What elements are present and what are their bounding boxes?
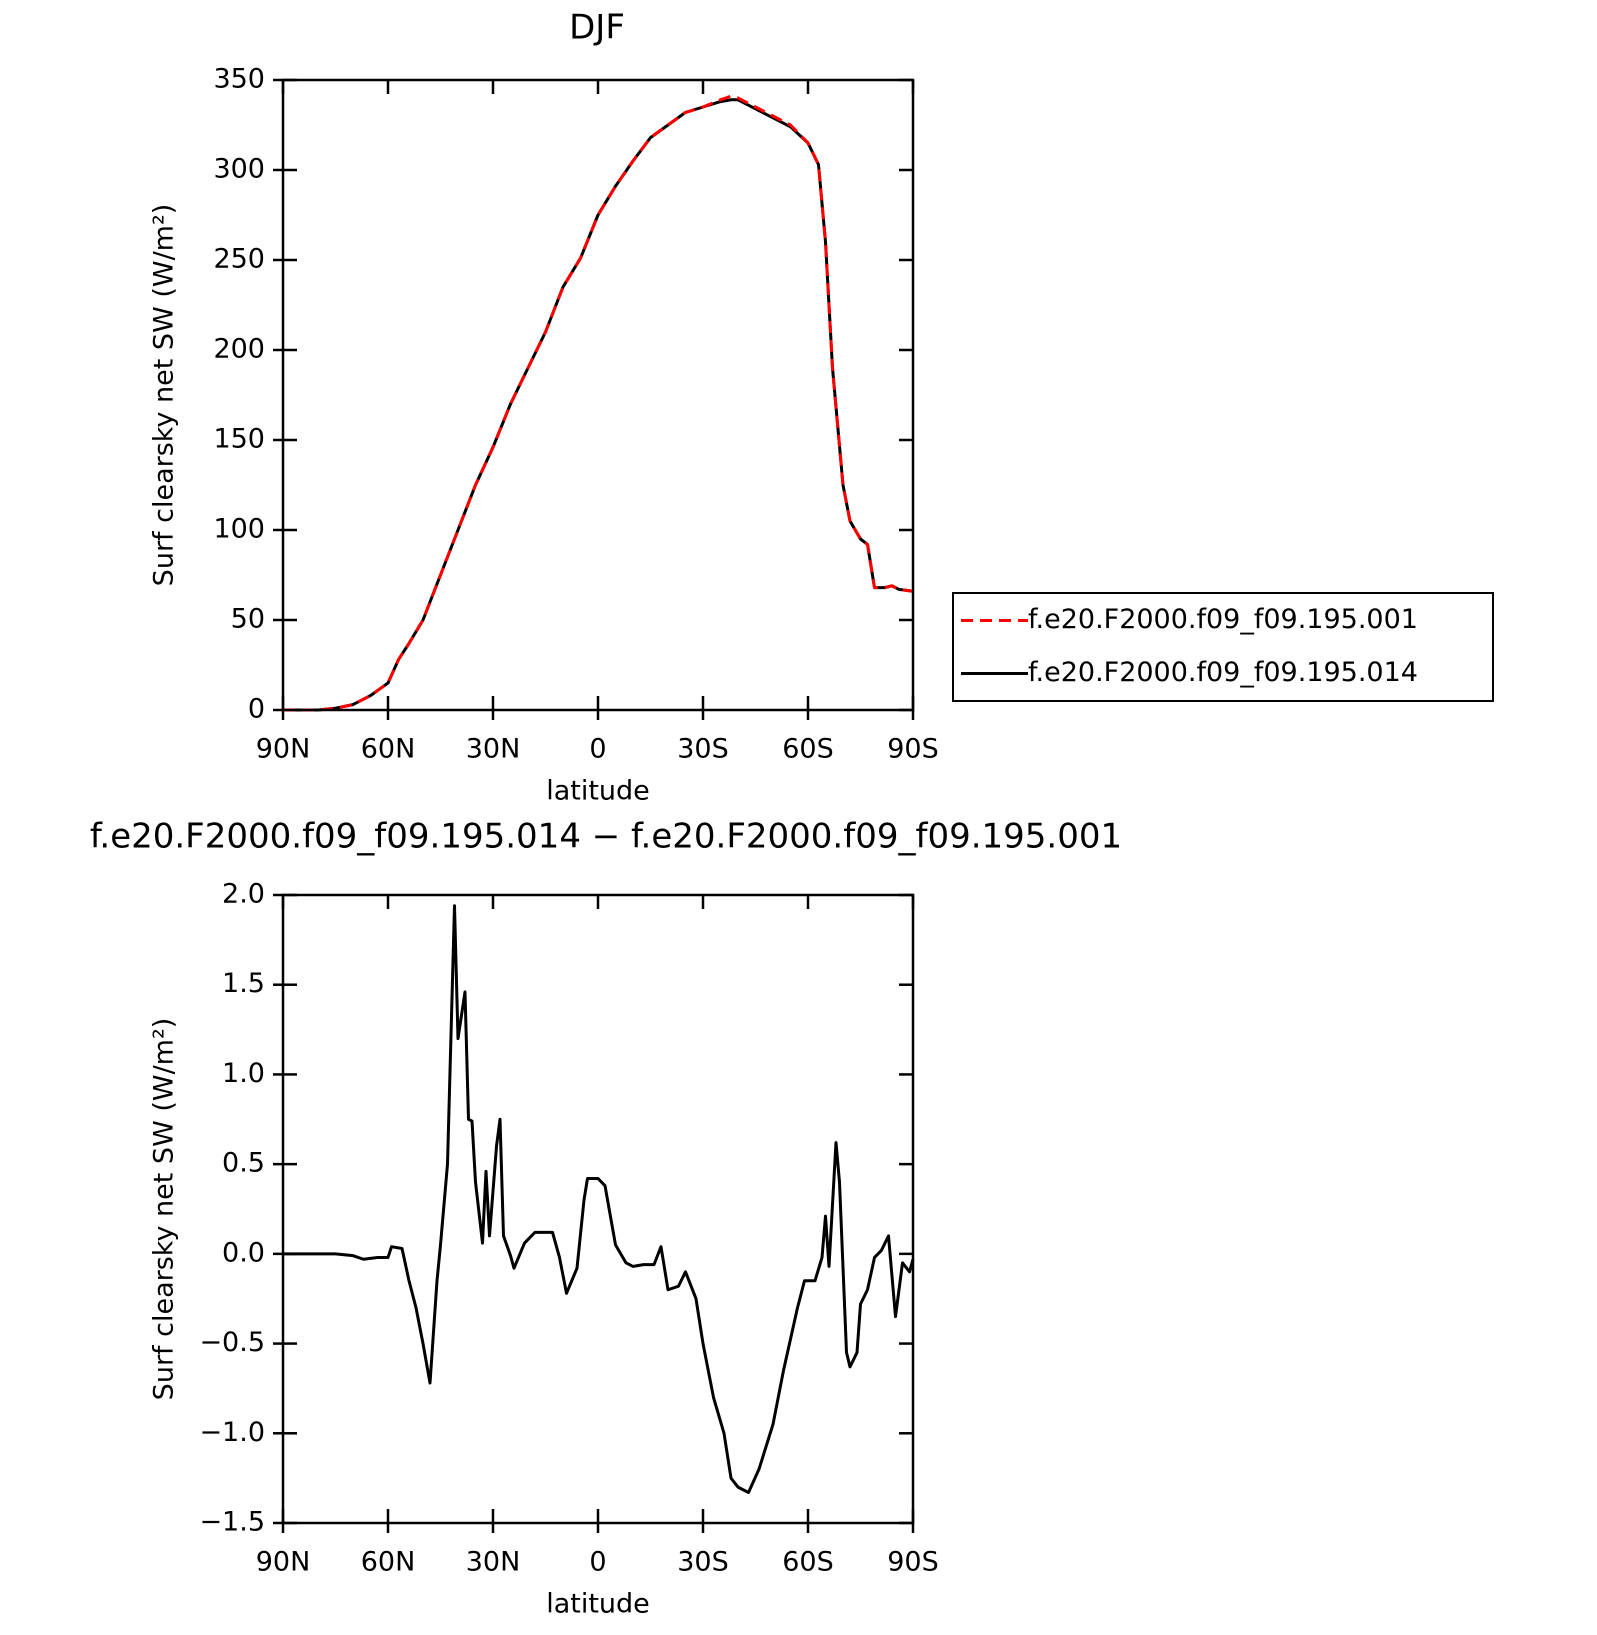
chart-title: DJF	[569, 8, 625, 48]
x-tick-label: 0	[589, 734, 606, 765]
x-tick-label: 60N	[361, 1547, 416, 1578]
y-tick-label: 150	[213, 424, 265, 455]
x-tick-label: 90S	[887, 1547, 939, 1578]
x-tick-label: 90N	[256, 734, 311, 765]
y-tick-label: 2.0	[222, 879, 265, 910]
x-tick-label: 90S	[887, 734, 939, 765]
chart-title: f.e20.F2000.f09_f09.195.014 − f.e20.F200…	[90, 817, 1122, 857]
y-tick-label: 200	[213, 334, 265, 365]
x-tick-label: 60N	[361, 734, 416, 765]
x-tick-label: 30N	[466, 734, 521, 765]
x-tick-label: 30N	[466, 1547, 521, 1578]
y-tick-label: 0.0	[222, 1237, 265, 1268]
data-line	[283, 98, 914, 712]
y-axis-label: Surf clearsky net SW (W/m²)	[149, 204, 180, 587]
y-tick-label: 0.5	[222, 1148, 265, 1179]
x-tick-label: 30S	[677, 734, 729, 765]
x-tick-label: 30S	[677, 1547, 729, 1578]
x-tick-label: 90N	[256, 1547, 311, 1578]
plot-frame	[281, 893, 915, 1525]
data-line	[283, 904, 915, 1494]
data-line	[283, 94, 914, 712]
y-tick-label: 100	[213, 514, 265, 545]
y-tick-label: 1.0	[222, 1058, 265, 1089]
x-axis-label: latitude	[546, 1589, 650, 1620]
legend-label: f.e20.F2000.f09_f09.195.014	[1028, 657, 1418, 688]
y-tick-label: −1.0	[199, 1417, 265, 1448]
y-tick-label: −0.5	[199, 1327, 265, 1358]
y-axis-label: Surf clearsky net SW (W/m²)	[149, 1018, 180, 1401]
legend-label: f.e20.F2000.f09_f09.195.001	[1028, 604, 1418, 635]
x-axis-label: latitude	[546, 776, 650, 807]
x-tick-label: 0	[589, 1547, 606, 1578]
plot-frame	[281, 78, 915, 712]
y-tick-label: 50	[231, 604, 265, 635]
y-tick-label: 300	[213, 154, 265, 185]
x-tick-label: 60S	[782, 734, 834, 765]
y-tick-label: −1.5	[199, 1507, 265, 1538]
y-tick-label: 350	[213, 64, 265, 95]
y-tick-label: 250	[213, 244, 265, 275]
y-tick-label: 0	[248, 694, 265, 725]
legend-box	[952, 592, 1494, 702]
y-tick-label: 1.5	[222, 968, 265, 999]
x-tick-label: 60S	[782, 1547, 834, 1578]
